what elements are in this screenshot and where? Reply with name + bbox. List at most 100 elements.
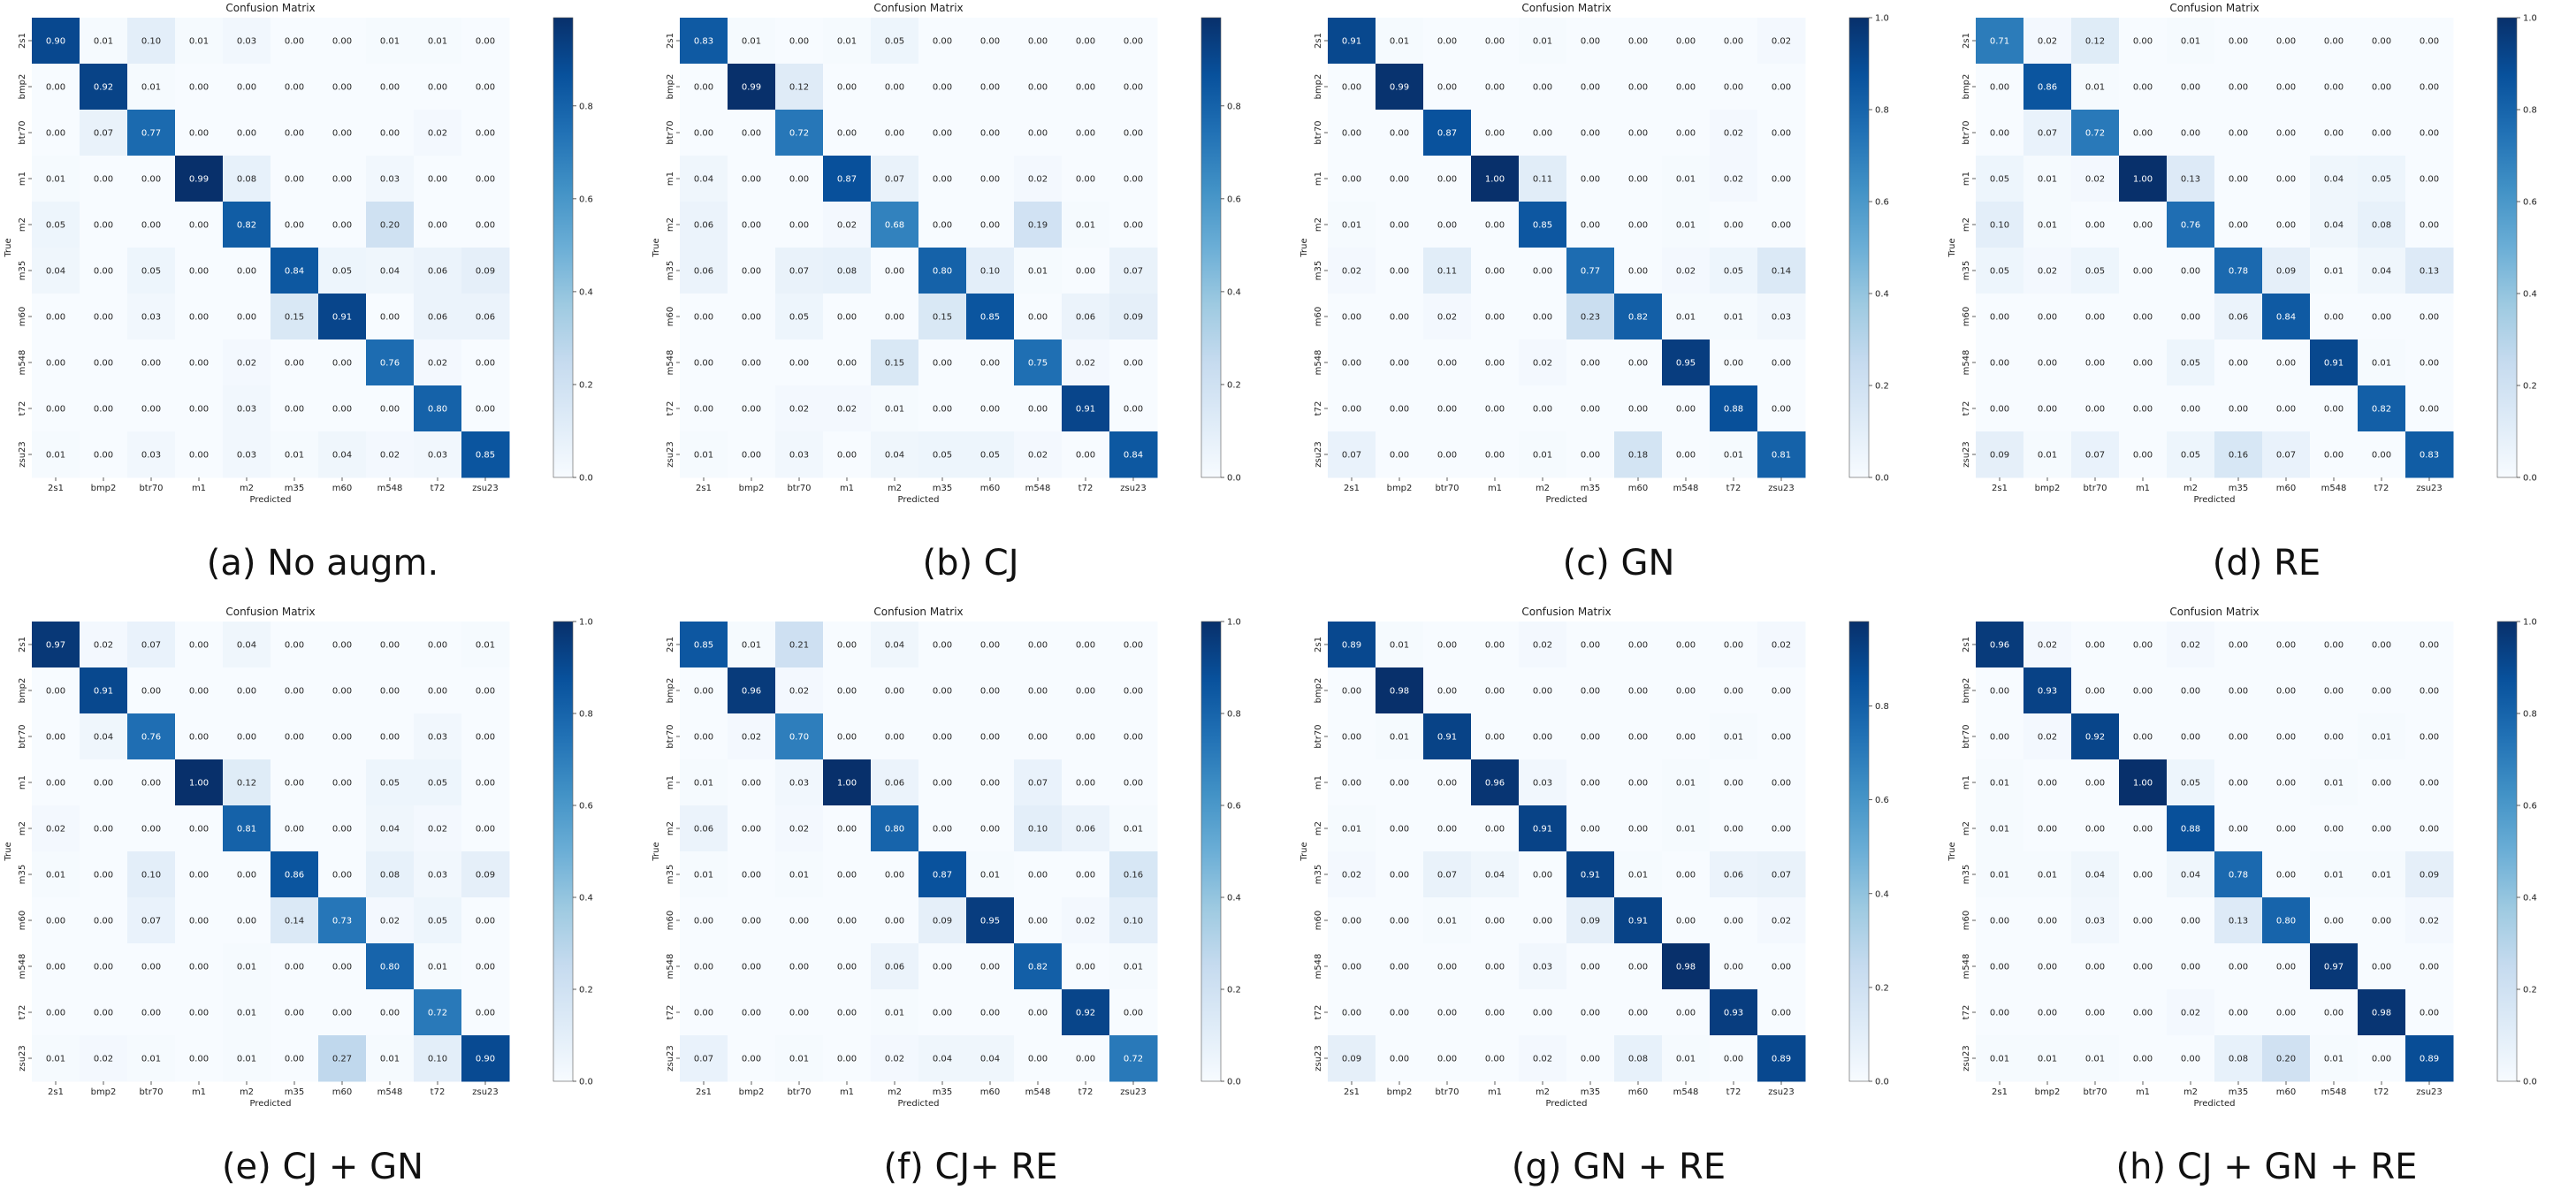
heatmap-cell xyxy=(1566,339,1615,386)
y-tick-label: t72 xyxy=(18,401,27,416)
cell-value-label: 0.00 xyxy=(1485,267,1505,277)
heatmap-cell xyxy=(1328,156,1376,202)
heatmap-cell xyxy=(1014,1035,1063,1082)
heatmap-cell xyxy=(823,339,872,386)
heatmap-cell xyxy=(2358,156,2406,202)
x-tick-label: 2s1 xyxy=(1344,1087,1360,1097)
heatmap-cell xyxy=(80,622,128,668)
heatmap-cell xyxy=(127,713,176,760)
cell-value-label: 0.09 xyxy=(2420,871,2439,881)
cell-value-label: 0.00 xyxy=(1124,37,1143,47)
heatmap-cell xyxy=(32,64,80,111)
cell-value-label: 0.91 xyxy=(1581,871,1600,881)
heatmap-cell xyxy=(823,294,872,340)
cell-value-label: 0.00 xyxy=(742,917,761,927)
heatmap-cell xyxy=(1423,202,1472,248)
cell-value-label: 0.01 xyxy=(1390,733,1409,743)
x-tick-label: 2s1 xyxy=(1992,1087,2008,1097)
y-tick-label: m1 xyxy=(666,172,675,186)
cell-value-label: 0.01 xyxy=(1437,917,1457,927)
heatmap-cell xyxy=(1614,667,1663,714)
heatmap-cell xyxy=(1376,713,1424,760)
cell-value-label: 0.00 xyxy=(2085,313,2105,323)
heatmap-cell xyxy=(175,18,224,65)
x-tick-label: m60 xyxy=(332,484,352,493)
heatmap-cell xyxy=(2071,156,2120,202)
y-tick-label: m2 xyxy=(18,821,27,835)
cell-value-label: 0.00 xyxy=(189,359,209,369)
cell-value-label: 0.00 xyxy=(2420,687,2439,697)
heatmap-cell xyxy=(2119,248,2168,294)
heatmap-cell xyxy=(918,943,967,990)
cell-value-label: 0.00 xyxy=(189,687,209,697)
heatmap-cell xyxy=(1014,339,1063,386)
cell-value-label: 0.00 xyxy=(141,779,161,789)
heatmap-cell xyxy=(80,851,128,898)
cell-value-label: 0.01 xyxy=(694,451,713,461)
cell-value-label: 0.08 xyxy=(2229,1055,2248,1064)
cell-value-label: 0.00 xyxy=(332,779,352,789)
cell-value-label: 0.04 xyxy=(380,267,400,277)
cell-value-label: 0.00 xyxy=(980,733,1000,743)
cell-value-label: 0.13 xyxy=(2181,175,2200,185)
heatmap-cell xyxy=(1423,248,1472,294)
heatmap-cell xyxy=(775,431,824,478)
heatmap-cell xyxy=(32,385,80,432)
heatmap-cell xyxy=(175,339,224,386)
heatmap-cell xyxy=(2405,339,2454,386)
cell-value-label: 0.10 xyxy=(1028,825,1048,835)
cell-value-label: 0.00 xyxy=(94,221,113,231)
cell-value-label: 0.01 xyxy=(694,871,713,881)
cell-value-label: 0.13 xyxy=(2229,917,2248,927)
cell-value-label: 0.00 xyxy=(837,687,857,697)
colorbar xyxy=(1848,621,1870,1082)
cell-value-label: 0.06 xyxy=(1076,825,1095,835)
cell-value-label: 0.77 xyxy=(141,129,161,139)
cell-value-label: 0.00 xyxy=(885,733,904,743)
cell-value-label: 0.01 xyxy=(2038,871,2057,881)
heatmap-cell xyxy=(680,1035,728,1082)
heatmap-cell xyxy=(32,851,80,898)
heatmap-cell xyxy=(680,385,728,432)
heatmap-cell xyxy=(2119,897,2168,944)
cell-value-label: 0.00 xyxy=(94,313,113,323)
heatmap-cell xyxy=(1519,385,1567,432)
heatmap-cell xyxy=(2262,18,2311,65)
y-tick-label: m60 xyxy=(1314,911,1323,930)
heatmap-cell xyxy=(127,622,176,668)
cell-value-label: 0.85 xyxy=(476,451,495,461)
cell-value-label: 0.00 xyxy=(980,1009,1000,1018)
heatmap-cell xyxy=(318,64,367,111)
cell-value-label: 0.00 xyxy=(1390,963,1409,973)
cell-value-label: 0.01 xyxy=(2372,359,2391,369)
cell-value-label: 0.00 xyxy=(2181,313,2200,323)
cell-value-label: 0.00 xyxy=(933,359,952,369)
heatmap-cell xyxy=(1062,248,1110,294)
x-tick-label: m2 xyxy=(2184,484,2198,493)
heatmap-cell xyxy=(127,759,176,806)
cell-value-label: 0.00 xyxy=(1533,83,1552,93)
x-tick-label: t72 xyxy=(1726,484,1741,493)
heatmap-cell xyxy=(2262,385,2311,432)
cell-value-label: 0.00 xyxy=(2085,641,2105,651)
y-tick-label: m1 xyxy=(1962,775,1971,790)
heatmap-cell xyxy=(775,294,824,340)
cell-value-label: 0.01 xyxy=(380,1055,400,1064)
heatmap-cell xyxy=(2214,1035,2263,1082)
cell-value-label: 0.19 xyxy=(1028,221,1048,231)
heatmap-cell xyxy=(1662,294,1711,340)
heatmap-cell xyxy=(1566,667,1615,714)
heatmap-cell xyxy=(2023,805,2072,852)
heatmap-cell xyxy=(2071,431,2120,478)
cell-value-label: 0.00 xyxy=(94,267,113,277)
cell-value-label: 0.00 xyxy=(1772,963,1791,973)
cell-value-label: 0.03 xyxy=(428,871,447,881)
heatmap-cell xyxy=(2310,64,2359,111)
cell-value-label: 0.01 xyxy=(1533,37,1552,47)
heatmap-cell xyxy=(1471,110,1520,156)
heatmap-cell xyxy=(223,943,271,990)
heatmap-cell xyxy=(366,622,415,668)
heatmap-cell xyxy=(1423,622,1472,668)
cell-value-label: 0.00 xyxy=(285,733,304,743)
